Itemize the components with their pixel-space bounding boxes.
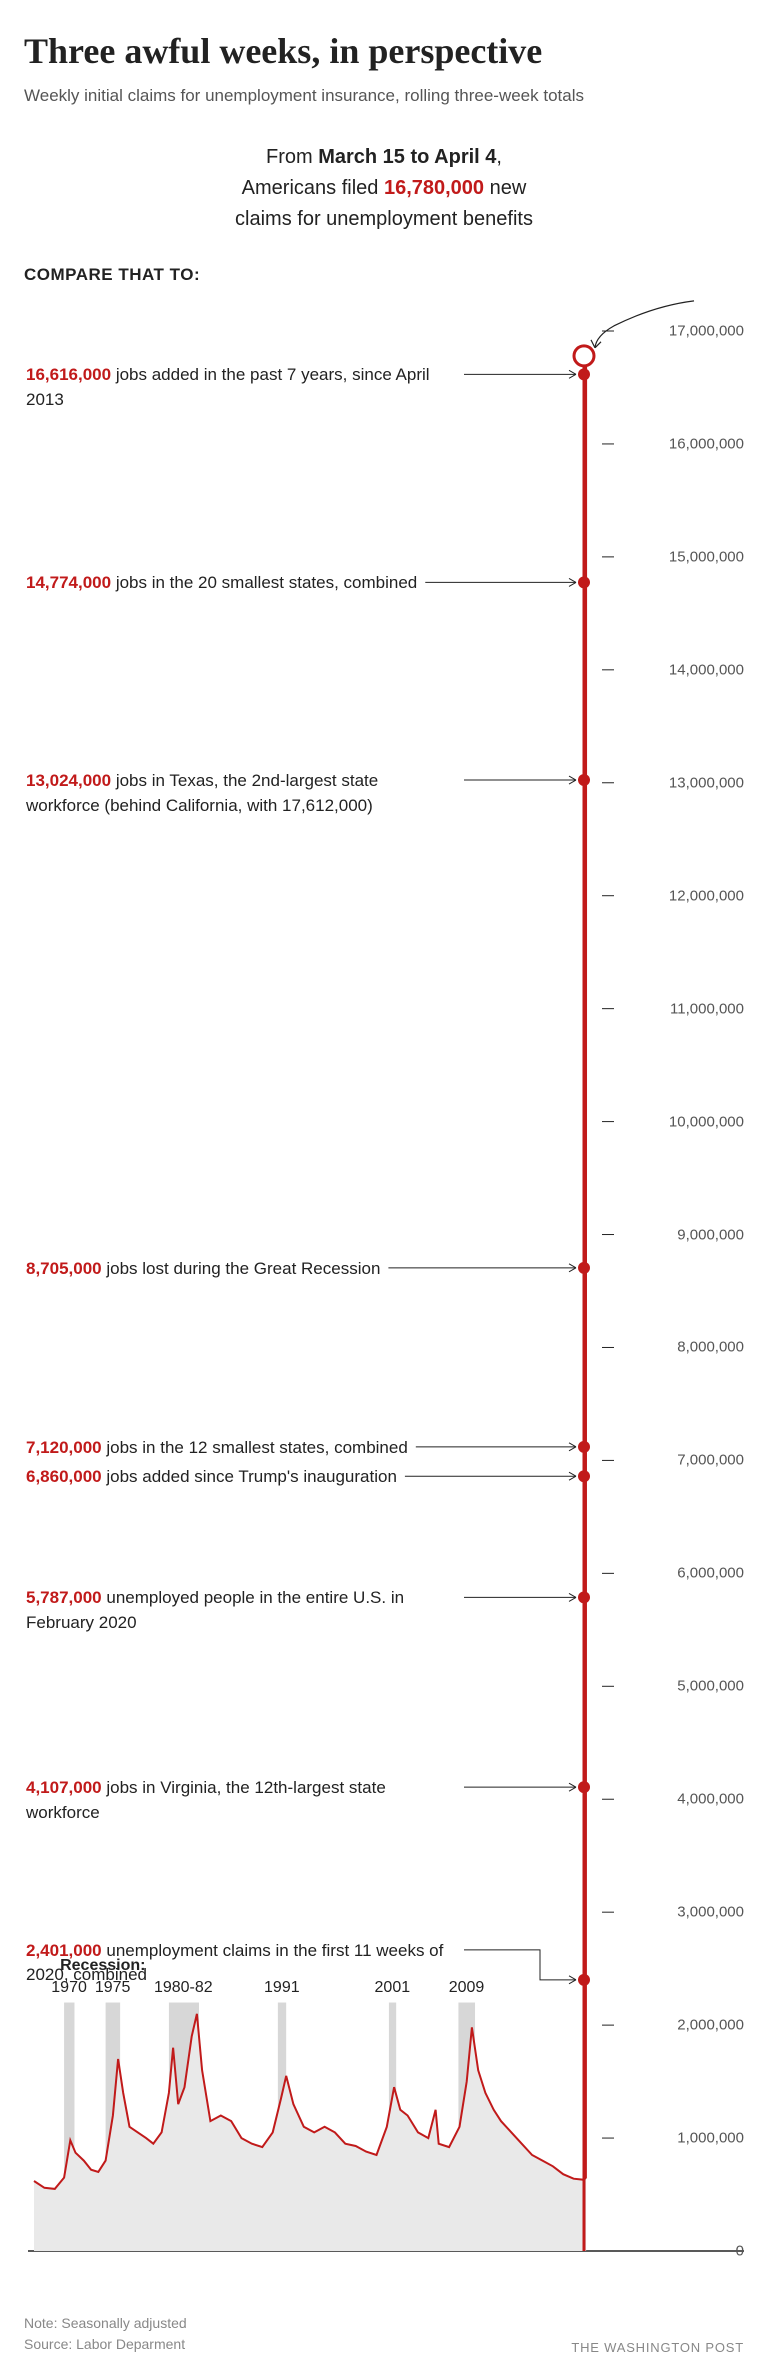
footer: Note: Seasonally adjusted Source: Labor … — [24, 2313, 744, 2355]
comparison-label: 7,120,000 jobs in the 12 smallest states… — [26, 1436, 408, 1461]
subtitle: Weekly initial claims for unemployment i… — [24, 86, 744, 106]
y-axis-label: 4,000,000 — [677, 1791, 744, 1808]
y-axis-label: 5,000,000 — [677, 1678, 744, 1695]
comparison-number: 13,024,000 — [26, 771, 111, 790]
recession-header: Recession: — [60, 1957, 145, 1975]
comparison-number: 5,787,000 — [26, 1588, 102, 1607]
comparison-number: 8,705,000 — [26, 1259, 102, 1278]
comparison-text: jobs added since Trump's inauguration — [102, 1467, 397, 1486]
comparison-text: jobs lost during the Great Recession — [102, 1259, 381, 1278]
comparison-text: jobs in the 20 smallest states, combined — [111, 573, 417, 592]
y-axis-label: 6,000,000 — [677, 1565, 744, 1582]
y-axis-label: 2,000,000 — [677, 2017, 744, 2034]
y-axis-label: 14,000,000 — [669, 661, 744, 678]
recession-year-label: 1991 — [264, 1979, 300, 1997]
y-axis-label: 0 — [736, 2243, 744, 2260]
y-axis-label: 10,000,000 — [669, 1113, 744, 1130]
chart-container: Three awful weeks, in perspective Weekly… — [0, 0, 768, 2373]
footnote-note: Note: Seasonally adjusted — [24, 2313, 187, 2334]
y-axis-label: 11,000,000 — [670, 1000, 744, 1017]
recession-year-label: 1980-82 — [154, 1979, 213, 1997]
y-axis-label: 9,000,000 — [677, 1226, 744, 1243]
comparison-label: 8,705,000 jobs lost during the Great Rec… — [26, 1257, 380, 1282]
recession-year-label: 2009 — [449, 1979, 485, 1997]
recession-year-label: 1975 — [95, 1979, 131, 1997]
page-title: Three awful weeks, in perspective — [24, 30, 744, 72]
comparison-label: 4,107,000 jobs in Virginia, the 12th-lar… — [26, 1776, 456, 1825]
comparison-number: 4,107,000 — [26, 1778, 102, 1797]
comparison-number: 7,120,000 — [26, 1438, 102, 1457]
compare-heading: COMPARE THAT TO: — [24, 265, 744, 285]
comparison-label: 6,860,000 jobs added since Trump's inaug… — [26, 1465, 397, 1490]
comparison-label: 14,774,000 jobs in the 20 smallest state… — [26, 571, 417, 596]
comparison-label: 16,616,000 jobs added in the past 7 year… — [26, 363, 456, 412]
comparison-number: 16,616,000 — [26, 365, 111, 384]
y-axis-label: 12,000,000 — [669, 887, 744, 904]
footnote-source: Source: Labor Deparment — [24, 2334, 187, 2355]
chart-area: 0 1,000,000 2,000,000 3,000,000 4,000,000 5,0… — [24, 291, 744, 2291]
comparison-label: 5,787,000 unemployed people in the entir… — [26, 1586, 456, 1635]
recession-year-label: 2001 — [375, 1979, 411, 1997]
y-axis-label: 17,000,000 — [669, 323, 744, 340]
comparison-text: jobs in the 12 smallest states, combined — [102, 1438, 408, 1457]
comparison-number: 6,860,000 — [26, 1467, 102, 1486]
y-axis-label: 8,000,000 — [677, 1339, 744, 1356]
intro-text: From March 15 to April 4,Americans filed… — [124, 142, 644, 235]
y-axis-label: 3,000,000 — [677, 1904, 744, 1921]
comparison-number: 14,774,000 — [26, 573, 111, 592]
intro-number: 16,780,000 — [384, 177, 484, 199]
recession-year-label: 1970 — [51, 1979, 87, 1997]
intro-date: March 15 to April 4 — [318, 146, 496, 168]
credit: THE WASHINGTON POST — [571, 2340, 744, 2355]
y-axis-label: 13,000,000 — [669, 774, 744, 791]
y-axis-label: 15,000,000 — [669, 548, 744, 565]
y-axis-label: 7,000,000 — [677, 1452, 744, 1469]
footnotes: Note: Seasonally adjusted Source: Labor … — [24, 2313, 187, 2355]
y-axis-label: 16,000,000 — [669, 435, 744, 452]
comparison-label: 13,024,000 jobs in Texas, the 2nd-larges… — [26, 769, 456, 818]
y-axis-label: 1,000,000 — [677, 2130, 744, 2147]
intro-prefix: From — [266, 146, 318, 168]
